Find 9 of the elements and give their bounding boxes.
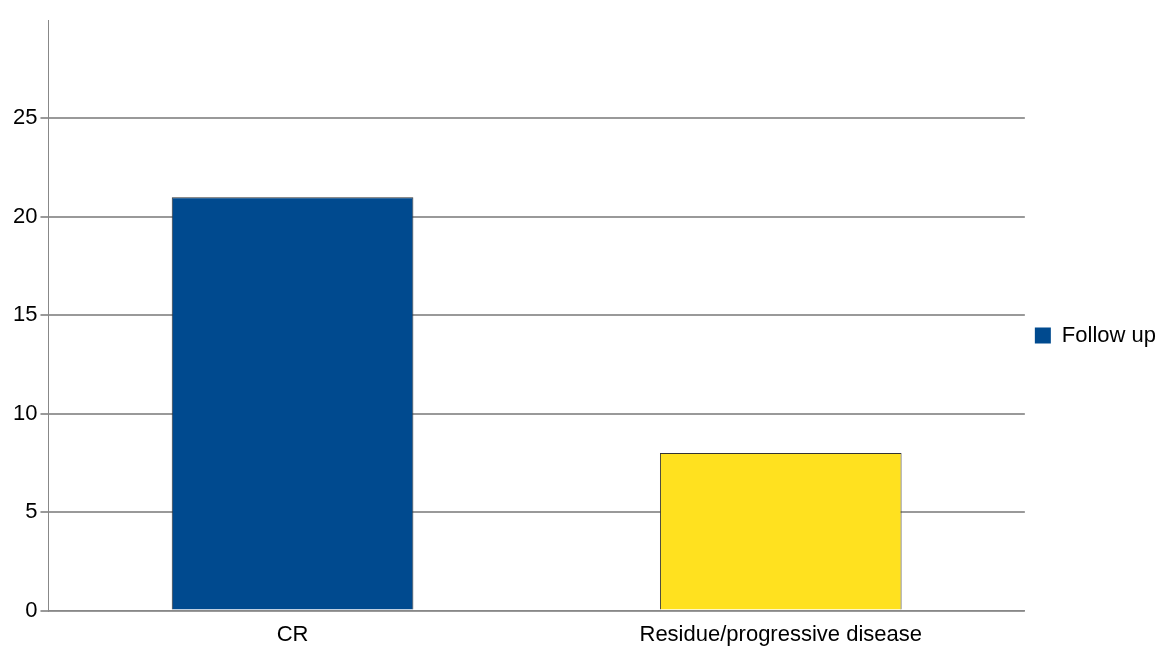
y-tick-label: 20 <box>12 202 38 228</box>
y-tick-label: 25 <box>12 104 38 130</box>
y-tick-label: 0 <box>25 596 38 622</box>
y-tick-label: 5 <box>25 498 38 524</box>
x-tick-label: CR <box>276 620 309 646</box>
legend-label: Follow up <box>1061 321 1156 347</box>
y-tick-label: 10 <box>12 399 38 425</box>
y-tick-label: 15 <box>12 301 38 327</box>
x-tick-label: Residue/progressive disease <box>639 620 922 646</box>
